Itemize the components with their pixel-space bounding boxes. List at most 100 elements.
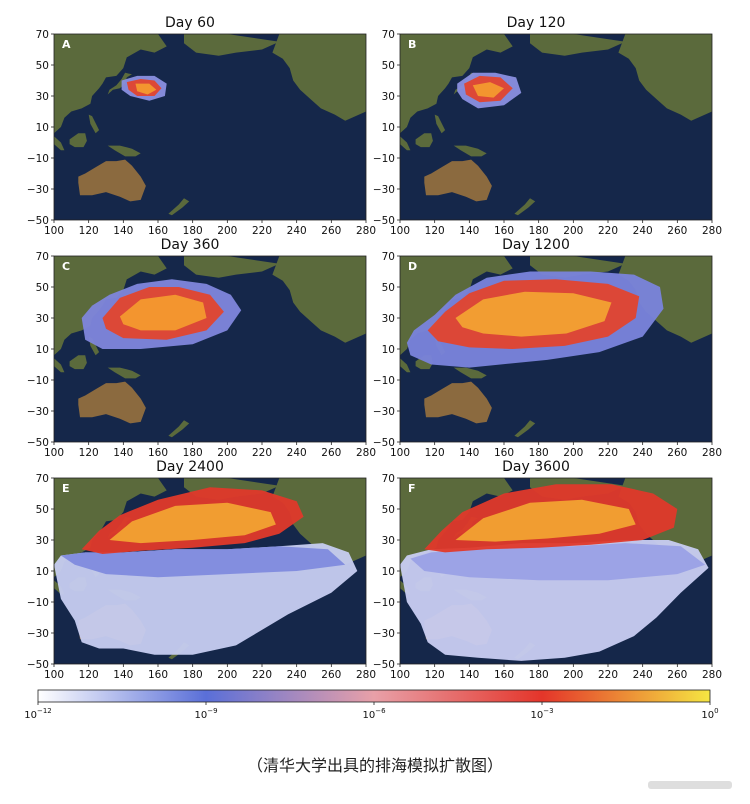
x-tick-label: 160 (148, 669, 168, 681)
new-zealand-landmass (514, 420, 536, 438)
x-tick-label: 180 (183, 669, 203, 681)
asia-landmass (54, 34, 167, 134)
y-tick-label: −10 (27, 153, 49, 165)
borneo-landmass (69, 355, 87, 370)
x-tick-label: 140 (113, 669, 133, 681)
panel-c: Day 360 C 70 50 30 10 −10 −30 −50 100 120 140 160 18… (20, 237, 376, 459)
y-tick-label: −30 (27, 628, 49, 640)
x-tick-label: 280 (702, 225, 722, 237)
sumatra-landmass (54, 136, 65, 151)
north-america-landmass (618, 34, 712, 121)
y-tick-label: 30 (36, 535, 49, 547)
x-tick-label: 200 (217, 225, 237, 237)
colorbar-svg: 10−12 10−9 10−6 10−3 100 (24, 689, 719, 721)
panel-f: Day 3600 F 70 50 30 10 −10 −30 −50 100 120 140 160 1… (366, 459, 722, 681)
north-america-landmass (272, 34, 366, 121)
north-america-landmass (272, 256, 366, 343)
x-tick-label: 180 (183, 225, 203, 237)
x-tick-label: 140 (459, 447, 479, 459)
x-tick-label: 240 (287, 669, 307, 681)
x-tick-label: 260 (667, 225, 687, 237)
colorbar-gradient (37, 689, 711, 703)
y-tick-label: 30 (36, 91, 49, 103)
panel-title: Day 2400 (156, 459, 224, 475)
asia-landmass (400, 34, 513, 134)
y-tick-label: 30 (382, 91, 395, 103)
y-tick-label: 10 (36, 122, 49, 134)
y-tick-label: −50 (27, 437, 49, 449)
australia-landmass (78, 159, 146, 202)
x-tick-label: 200 (563, 669, 583, 681)
x-tick-label: 100 (44, 225, 64, 237)
x-tick-label: 180 (529, 225, 549, 237)
y-tick-label: −10 (373, 153, 395, 165)
plume-layer-3 (455, 499, 636, 542)
x-tick-label: 160 (148, 447, 168, 459)
japan-landmass (107, 72, 132, 95)
y-tick-label: −10 (373, 597, 395, 609)
map-content (400, 478, 712, 664)
x-tick-label: 200 (217, 669, 237, 681)
y-tick-label: −10 (27, 375, 49, 387)
x-tick-label: 240 (633, 225, 653, 237)
panel-title: Day 3600 (502, 459, 570, 475)
new-guinea-landmass (453, 367, 487, 379)
watermark-logo (648, 776, 732, 789)
y-tick-label: 50 (382, 504, 395, 516)
x-tick-label: 240 (287, 447, 307, 459)
map-content (400, 256, 712, 442)
x-tick-label: 120 (425, 225, 445, 237)
x-tick-label: 200 (563, 225, 583, 237)
alaska-landmass (184, 34, 280, 56)
y-tick-label: 50 (382, 282, 395, 294)
x-tick-label: 120 (79, 225, 99, 237)
x-tick-label: 280 (702, 447, 722, 459)
x-tick-label: 140 (459, 669, 479, 681)
y-tick-label: −50 (373, 215, 395, 227)
y-tick-label: −30 (373, 406, 395, 418)
x-tick-label: 260 (667, 447, 687, 459)
borneo-landmass (415, 133, 433, 148)
plume-layer-1 (410, 543, 706, 581)
panel-title: Day 1200 (502, 237, 570, 253)
panel-letter: D (408, 260, 417, 273)
x-tick-label: 100 (44, 669, 64, 681)
x-tick-label: 140 (113, 225, 133, 237)
x-tick-label: 280 (702, 669, 722, 681)
x-tick-label: 180 (529, 669, 549, 681)
y-tick-label: 10 (36, 566, 49, 578)
y-tick-label: −50 (27, 215, 49, 227)
colorbar: 10−12 10−9 10−6 10−3 100 (0, 684, 750, 724)
colorbar-tick-label: 10−3 (530, 707, 553, 721)
x-tick-label: 240 (633, 447, 653, 459)
plume-layer-2 (455, 291, 612, 337)
panel-letter: A (62, 38, 71, 51)
x-tick-label: 200 (563, 447, 583, 459)
north-america-landmass (272, 478, 366, 565)
panel-letter: C (62, 260, 70, 273)
x-tick-label: 200 (217, 447, 237, 459)
plume-layer-2 (472, 82, 504, 98)
panel-title: Day 360 (160, 237, 220, 253)
y-tick-label: −30 (373, 184, 395, 196)
x-tick-label: 120 (425, 447, 445, 459)
philippines-landmass (434, 114, 446, 134)
australia-landmass (424, 381, 492, 424)
x-tick-label: 140 (459, 225, 479, 237)
y-tick-label: −10 (27, 597, 49, 609)
x-tick-label: 240 (633, 669, 653, 681)
australia-landmass (78, 381, 146, 424)
plume-layer-1 (60, 546, 346, 578)
map-content (54, 478, 366, 664)
x-tick-label: 240 (287, 225, 307, 237)
x-tick-label: 220 (252, 225, 272, 237)
x-tick-label: 160 (494, 225, 514, 237)
y-tick-label: 70 (382, 29, 395, 41)
sumatra-landmass (54, 358, 65, 373)
